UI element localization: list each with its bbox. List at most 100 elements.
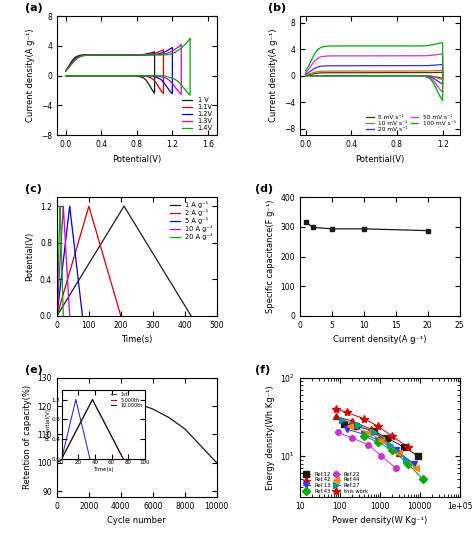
1 V (63, 68, 69, 74)
Ref.42 (368, 426, 374, 433)
20 A g⁻¹ (59, 259, 64, 265)
20 A g⁻¹ (55, 274, 61, 280)
20 mV s⁻¹ (388, 72, 394, 79)
10 A g⁻¹ (57, 256, 63, 262)
20 mV s⁻¹ (358, 72, 364, 79)
this work (361, 415, 367, 422)
10 mV s⁻¹ (388, 72, 394, 79)
this work (405, 444, 410, 450)
5 A g⁻¹ (65, 213, 71, 220)
5 mV s⁻¹ (303, 72, 309, 79)
1.4V (164, 52, 169, 58)
50 mV s⁻¹ (440, 51, 446, 57)
1.3V (113, 72, 119, 79)
10 A g⁻¹ (62, 223, 67, 230)
Ref.13 (375, 437, 381, 443)
Text: (f): (f) (255, 365, 270, 375)
Ref.22 (349, 435, 355, 441)
1 V (152, 49, 157, 55)
X-axis label: Potential(V): Potential(V) (355, 154, 404, 164)
2 A g⁻¹ (118, 313, 124, 319)
1.4V (63, 68, 69, 74)
1.1V (106, 72, 111, 79)
1 A g⁻¹ (155, 259, 161, 265)
50 mV s⁻¹ (363, 72, 368, 79)
Y-axis label: Energy density(Wh Kg⁻¹): Energy density(Wh Kg⁻¹) (266, 385, 275, 490)
10 A g⁻¹ (67, 313, 73, 319)
Ref.12 (371, 428, 376, 434)
1.1V (63, 68, 69, 74)
5 mV s⁻¹ (388, 72, 394, 79)
1.1V (124, 72, 129, 79)
Ref.27 (355, 422, 361, 428)
1.1V (83, 52, 89, 58)
Line: Ref.44: Ref.44 (347, 423, 419, 471)
Line: Ref.27: Ref.27 (339, 417, 409, 462)
Line: this work: this work (332, 405, 412, 451)
1.4V (187, 35, 193, 42)
5 A g⁻¹ (71, 240, 77, 246)
Ref.27 (339, 416, 345, 423)
100 mV s⁻¹ (388, 72, 394, 79)
Ref.43 (405, 460, 410, 467)
Ref.12 (401, 444, 407, 450)
20 A g⁻¹ (55, 256, 61, 262)
20 mV s⁻¹ (414, 63, 419, 69)
Line: 10 mV s⁻¹: 10 mV s⁻¹ (306, 70, 443, 79)
Line: Ref.42: Ref.42 (333, 414, 401, 456)
1.4V (117, 72, 123, 79)
1.3V (156, 52, 162, 58)
Line: 20 mV s⁻¹: 20 mV s⁻¹ (306, 64, 443, 84)
Ref.43 (375, 439, 381, 446)
20 A g⁻¹ (60, 313, 66, 319)
5 A g⁻¹ (67, 203, 73, 210)
10 A g⁻¹ (63, 240, 68, 246)
this work (375, 423, 381, 429)
1 A g⁻¹ (89, 256, 94, 262)
Ref.22 (379, 453, 384, 459)
1.3V (178, 91, 184, 98)
Ref.42 (349, 418, 355, 424)
X-axis label: Current density(A g⁻¹): Current density(A g⁻¹) (333, 335, 427, 345)
100 mV s⁻¹ (358, 72, 364, 79)
1.3V (87, 52, 92, 58)
Ref.27 (387, 441, 393, 448)
10 mV s⁻¹ (358, 72, 364, 79)
20 A g⁻¹ (57, 203, 63, 210)
2 A g⁻¹ (83, 213, 89, 220)
X-axis label: Power density(W Kg⁻¹): Power density(W Kg⁻¹) (332, 516, 428, 525)
50 mV s⁻¹ (358, 72, 364, 79)
Legend: Ref.12, Ref.42, Ref.13, Ref.43, Ref.22, Ref.44, Ref.27, this work: Ref.12, Ref.42, Ref.13, Ref.43, Ref.22, … (301, 470, 370, 496)
1 V (152, 90, 157, 96)
10 mV s⁻¹ (331, 68, 337, 75)
10 A g⁻¹ (64, 259, 69, 265)
100 mV s⁻¹ (363, 72, 368, 79)
1 A g⁻¹ (144, 240, 150, 246)
1.4V (173, 49, 178, 56)
1.1V (161, 46, 166, 53)
1 A g⁻¹ (188, 313, 194, 319)
Ref.44 (347, 423, 353, 429)
10 mV s⁻¹ (440, 67, 446, 73)
1.2V (109, 72, 115, 79)
Ref.44 (379, 437, 384, 443)
100 mV s⁻¹ (303, 68, 309, 74)
Ref.44 (413, 465, 419, 471)
50 mV s⁻¹ (331, 52, 337, 59)
X-axis label: Cycle number: Cycle number (108, 516, 166, 525)
Legend: 5 mV s⁻¹, 10 mV s⁻¹, 20 mV s⁻¹, 50 mV s⁻¹, 100 mV s⁻¹: 5 mV s⁻¹, 10 mV s⁻¹, 20 mV s⁻¹, 50 mV s⁻… (364, 113, 459, 134)
20 mV s⁻¹ (363, 72, 368, 79)
1.2V (63, 68, 69, 74)
1.2V (129, 72, 135, 79)
Ref.43 (389, 447, 395, 453)
Ref.12 (342, 420, 347, 427)
10 mV s⁻¹ (414, 68, 419, 75)
Ref.13 (393, 447, 399, 453)
2 A g⁻¹ (54, 313, 60, 319)
10 mV s⁻¹ (303, 72, 309, 78)
Ref.12 (384, 435, 390, 441)
10 mV s⁻¹ (303, 72, 309, 79)
5 A g⁻¹ (80, 313, 85, 319)
Line: 5 mV s⁻¹: 5 mV s⁻¹ (306, 72, 443, 78)
1 V (81, 52, 87, 58)
